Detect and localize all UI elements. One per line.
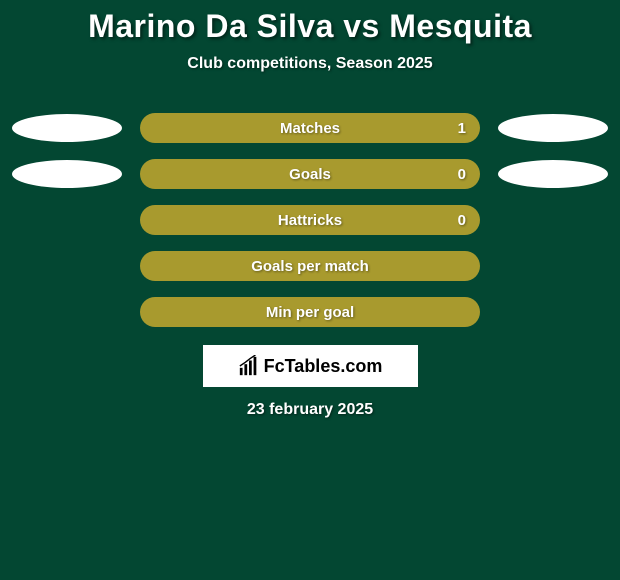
stat-value: 1 <box>458 120 466 137</box>
right-ellipse <box>498 160 608 188</box>
right-ellipse-empty <box>480 252 590 280</box>
stat-bar: Matches 1 <box>140 113 480 143</box>
stat-value: 0 <box>458 166 466 183</box>
stat-row-min-per-goal: Min per goal <box>0 297 620 327</box>
left-ellipse <box>12 160 122 188</box>
stat-row-hattricks: Hattricks 0 <box>0 205 620 235</box>
left-ellipse-empty <box>30 298 140 326</box>
stat-label: Hattricks <box>278 212 342 229</box>
stat-bar: Min per goal <box>140 297 480 327</box>
stat-value: 0 <box>458 212 466 229</box>
stat-bar: Goals 0 <box>140 159 480 189</box>
right-ellipse-empty <box>480 298 590 326</box>
chart-icon <box>238 355 260 377</box>
stat-label: Min per goal <box>266 304 354 321</box>
stat-row-matches: Matches 1 <box>0 113 620 143</box>
logo-box: FcTables.com <box>203 345 418 387</box>
right-ellipse <box>498 114 608 142</box>
stat-bar: Hattricks 0 <box>140 205 480 235</box>
right-ellipse-empty <box>480 206 590 234</box>
stat-row-goals: Goals 0 <box>0 159 620 189</box>
logo-text: FcTables.com <box>264 356 383 377</box>
page-subtitle: Club competitions, Season 2025 <box>0 55 620 73</box>
stat-row-goals-per-match: Goals per match <box>0 251 620 281</box>
left-ellipse <box>12 114 122 142</box>
page-title: Marino Da Silva vs Mesquita <box>0 8 620 45</box>
date-text: 23 february 2025 <box>0 401 620 419</box>
logo-content: FcTables.com <box>238 355 383 377</box>
stat-label: Matches <box>280 120 340 137</box>
stat-label: Goals per match <box>251 258 369 275</box>
stat-label: Goals <box>289 166 331 183</box>
stat-bar: Goals per match <box>140 251 480 281</box>
left-ellipse-empty <box>30 252 140 280</box>
comparison-infographic: Marino Da Silva vs Mesquita Club competi… <box>0 0 620 419</box>
left-ellipse-empty <box>30 206 140 234</box>
